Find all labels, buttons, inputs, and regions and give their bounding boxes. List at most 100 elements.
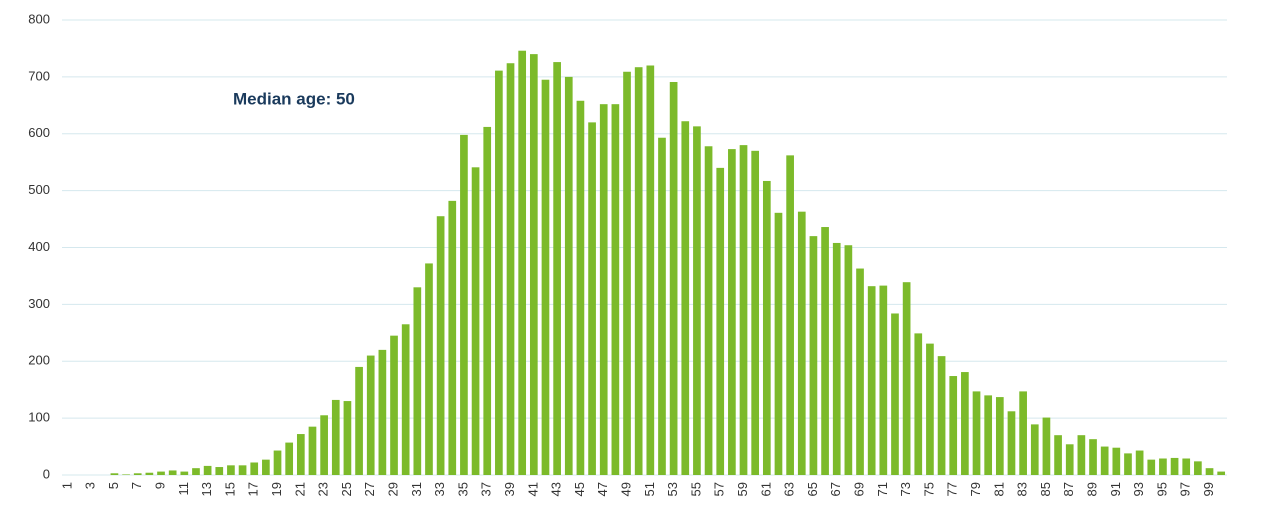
bar — [926, 343, 934, 475]
x-tick-label: 29 — [385, 482, 400, 496]
bar — [902, 282, 911, 475]
x-tick-label: 69 — [851, 482, 866, 496]
bar — [751, 150, 760, 475]
y-tick-label: 600 — [28, 125, 50, 140]
x-tick-label: 11 — [176, 482, 191, 496]
x-tick-label: 37 — [479, 482, 494, 496]
bar — [774, 212, 783, 475]
x-tick-label: 23 — [316, 482, 331, 496]
x-tick-label: 73 — [898, 482, 913, 496]
bar — [681, 121, 690, 476]
bar — [634, 67, 643, 476]
bar — [168, 470, 177, 475]
bar — [786, 155, 794, 476]
bar — [961, 372, 969, 475]
x-tick-label: 63 — [782, 482, 797, 496]
bar — [506, 63, 515, 475]
bar — [646, 65, 655, 475]
y-tick-label: 0 — [43, 466, 50, 481]
bar — [1194, 461, 1202, 475]
x-tick-label: 47 — [595, 482, 610, 496]
bar — [693, 126, 701, 475]
x-tick-label: 71 — [875, 482, 890, 496]
bar — [285, 442, 294, 475]
y-tick-label: 100 — [28, 410, 50, 425]
bar — [1205, 468, 1214, 475]
bar — [483, 126, 492, 476]
y-tick-label: 300 — [28, 296, 50, 311]
bar — [658, 137, 666, 475]
bar — [728, 149, 736, 475]
x-tick-label: 3 — [83, 482, 98, 489]
bar — [378, 349, 387, 475]
x-tick-label: 51 — [642, 482, 657, 496]
bar — [133, 473, 142, 475]
bar — [553, 62, 561, 476]
bar — [844, 245, 853, 475]
bar — [541, 79, 550, 475]
bar — [390, 335, 398, 475]
bar — [623, 71, 631, 475]
bar — [879, 285, 888, 475]
bar — [401, 324, 410, 475]
bar — [1054, 435, 1062, 475]
bar — [832, 242, 841, 475]
bar — [460, 134, 468, 475]
bar — [809, 236, 818, 475]
bar — [599, 104, 608, 476]
bar — [296, 434, 305, 475]
x-tick-label: 21 — [292, 482, 307, 496]
bar — [273, 450, 282, 475]
bar — [1007, 411, 1016, 475]
x-tick-label: 53 — [665, 482, 680, 496]
bar — [238, 465, 247, 475]
x-tick-label: 15 — [222, 482, 237, 496]
annotation: Median age: 50 — [233, 89, 355, 108]
bar — [1182, 458, 1191, 475]
x-tick-label: 41 — [525, 482, 540, 496]
bar — [250, 462, 259, 475]
bar — [914, 333, 923, 475]
x-tick-label: 5 — [106, 482, 121, 489]
x-tick-label: 67 — [828, 482, 843, 496]
x-tick-label: 45 — [572, 482, 587, 496]
bar — [227, 465, 235, 475]
x-tick-label: 97 — [1178, 482, 1193, 496]
bar — [1030, 424, 1039, 475]
x-tick-label: 43 — [549, 482, 564, 496]
bar — [1042, 417, 1051, 475]
x-tick-label: 39 — [502, 482, 517, 496]
bar — [669, 81, 678, 476]
bar — [448, 200, 457, 476]
x-tick-label: 13 — [199, 482, 214, 496]
x-tick-label: 27 — [362, 482, 377, 496]
x-tick-label: 9 — [152, 482, 167, 489]
bar — [1159, 458, 1167, 475]
x-tick-label: 93 — [1131, 482, 1146, 496]
bar — [366, 355, 375, 475]
bar — [436, 216, 445, 475]
x-tick-label: 95 — [1154, 482, 1169, 496]
x-tick-label: 1 — [59, 482, 74, 489]
bar — [937, 356, 946, 475]
bar — [821, 227, 829, 475]
x-tick-label: 89 — [1084, 482, 1099, 496]
x-tick-label: 87 — [1061, 482, 1076, 496]
bar — [762, 180, 771, 476]
bar — [1170, 457, 1179, 475]
x-tick-label: 61 — [758, 482, 773, 496]
x-tick-label: 91 — [1108, 482, 1123, 496]
bar — [471, 167, 480, 475]
bar — [529, 54, 538, 475]
y-tick-label: 500 — [28, 182, 50, 197]
bar — [588, 122, 596, 475]
x-tick-label: 7 — [129, 482, 144, 489]
x-tick-label: 83 — [1015, 482, 1030, 496]
x-tick-label: 65 — [805, 482, 820, 496]
bar — [797, 211, 806, 475]
bar — [949, 376, 958, 475]
bar — [192, 468, 200, 475]
x-tick-label: 77 — [945, 482, 960, 496]
